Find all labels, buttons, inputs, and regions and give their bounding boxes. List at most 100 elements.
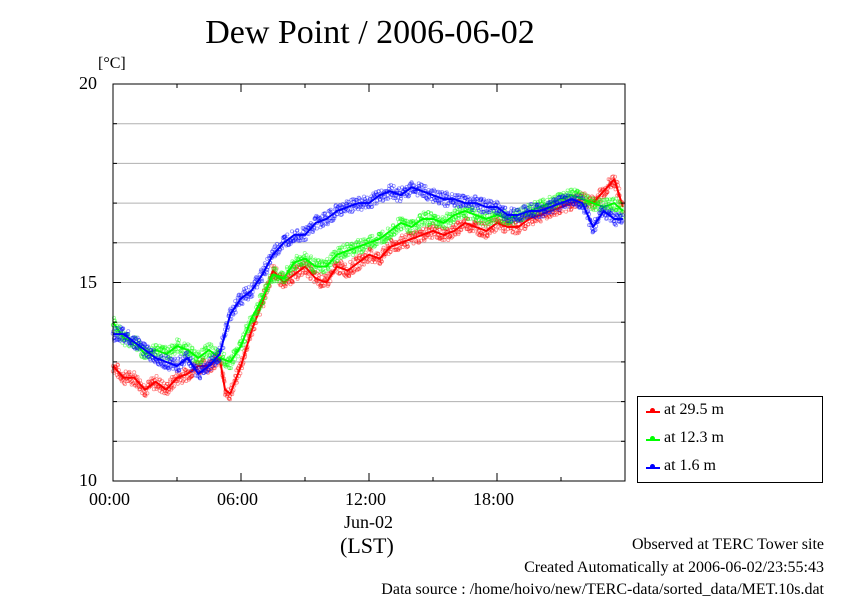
sample-point [575,195,580,200]
sample-point [273,270,278,275]
sample-point [514,208,519,213]
sample-point [469,228,474,233]
sample-point [501,229,506,234]
sample-point [479,231,484,236]
sample-point [412,183,417,188]
sample-point [471,216,476,221]
sample-point [409,180,414,185]
sample-point [361,248,366,253]
sample-point [332,263,337,268]
sample-point [613,208,618,213]
sample-point [319,258,324,263]
sample-point [545,197,550,202]
sample-point [379,188,384,193]
sample-point [553,198,558,203]
sample-point [295,228,300,233]
legend-marker [650,436,655,441]
sample-point [598,207,603,212]
sample-point [535,199,540,204]
sample-point [474,216,479,221]
sample-point [611,219,616,224]
sample-point [522,213,527,218]
sample-point [265,256,270,261]
sample-point [452,208,457,213]
sample-point [360,262,365,267]
sample-point [401,217,406,222]
sample-point [388,195,393,200]
sample-point [385,226,390,231]
sample-point [294,256,299,261]
sample-point [307,269,312,274]
sample-point [178,348,183,353]
sample-point [321,222,326,227]
sample-point [141,341,146,346]
sample-point [491,218,496,223]
sample-point [565,193,570,198]
sample-point [175,340,180,345]
sample-point [253,276,258,281]
sample-point [153,360,158,365]
sample-point [617,219,622,224]
sample-point [182,366,187,371]
sample-point [162,355,167,360]
sample-point [523,207,528,212]
sample-point [471,208,476,213]
sample-point [326,218,331,223]
sample-point [308,263,313,268]
sample-point [515,217,520,222]
sample-point [489,218,494,223]
sample-point [418,213,423,218]
sample-point [380,198,385,203]
sample-point [194,359,199,364]
sample-point [338,255,343,260]
sample-point [457,230,462,235]
sample-point [292,238,297,243]
sample-point [326,271,331,276]
sample-point [311,258,316,263]
sample-point [440,217,445,222]
sample-point [203,369,208,374]
sample-point [308,266,313,271]
sample-point [369,205,374,210]
sample-point [226,362,231,367]
sample-point [518,206,523,211]
sample-point [385,241,390,246]
sample-point [347,274,352,279]
sample-point [246,294,251,299]
sample-point [591,207,596,212]
sample-point [209,368,214,373]
sample-point [312,225,317,230]
sample-point [318,284,323,289]
sample-point [273,276,278,281]
sample-point [484,233,489,238]
sample-point [209,344,214,349]
sample-point [192,359,197,364]
sample-point [317,261,322,266]
sample-point [522,214,527,219]
sample-point [117,337,122,342]
sample-point [332,207,337,212]
sample-point [524,206,529,211]
sample-point [457,205,462,210]
sample-point [214,360,219,365]
sample-point [416,181,421,186]
sample-point [309,229,314,234]
sample-point [552,210,557,215]
sample-point [183,351,188,356]
sample-point [575,204,580,209]
sample-point [200,357,205,362]
sample-point [413,238,418,243]
sample-point [483,211,488,216]
sample-point [283,284,288,289]
sample-point [407,231,412,236]
sample-point [533,202,538,207]
sample-point [590,206,595,211]
sample-point [355,239,360,244]
sample-point [402,186,407,191]
sample-point [501,221,506,226]
sample-point [389,192,394,197]
sample-point [554,212,559,217]
sample-point [195,361,200,366]
sample-point [344,242,349,247]
sample-point [525,214,530,219]
